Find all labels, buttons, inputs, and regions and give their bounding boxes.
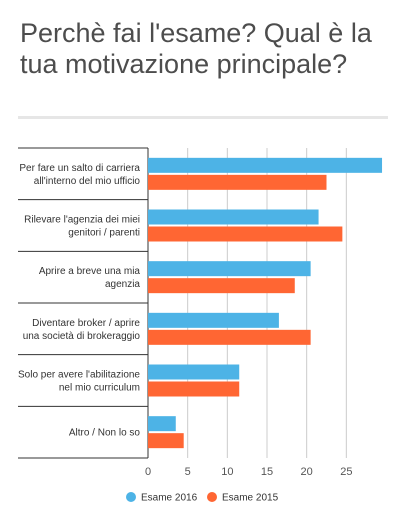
legend-marker <box>207 492 217 502</box>
category-label: nel mio curriculum <box>59 383 140 394</box>
chart-title: Perchè fai l'esame? Qual è la tua motiva… <box>20 18 372 79</box>
category-label: Altro / Non lo so <box>69 428 141 439</box>
x-tick-label: 15 <box>261 466 273 478</box>
category-label: agenzia <box>105 279 140 290</box>
x-tick-label: 10 <box>221 466 233 478</box>
legend-label: Esame 2016 <box>141 493 198 504</box>
bar <box>148 278 295 294</box>
bar <box>148 433 184 449</box>
category-label: Rilevare l'agenzia dei miei <box>24 215 140 226</box>
bar <box>148 209 319 225</box>
x-tick-label: 5 <box>185 466 191 478</box>
bar <box>148 312 279 328</box>
bar <box>148 364 240 380</box>
category-label: genitori / parenti <box>68 228 140 239</box>
category-label: all'interno del mio ufficio <box>34 176 141 187</box>
x-tick-labels: 0 5 10 15 20 25 <box>145 466 353 478</box>
bar <box>148 226 343 242</box>
category-label: Diventare broker / aprire <box>32 318 140 329</box>
bar <box>148 157 383 173</box>
bars <box>148 157 383 449</box>
x-tick-label: 20 <box>301 466 313 478</box>
x-tick-label: 25 <box>340 466 352 478</box>
legend-label: Esame 2015 <box>222 493 279 504</box>
gridlines <box>18 147 347 459</box>
bar <box>148 174 327 190</box>
bar <box>148 416 176 432</box>
category-label: Aprire a breve una mia <box>39 266 141 277</box>
bar <box>148 329 311 345</box>
category-labels: Per fare un salto di carriera all'interno… <box>18 163 140 439</box>
legend-marker <box>126 492 136 502</box>
bar <box>148 381 240 397</box>
title-divider <box>18 116 388 119</box>
bar <box>148 261 311 277</box>
category-label: una società di brokeraggio <box>23 331 141 342</box>
category-label: Per fare un salto di carriera <box>19 163 140 174</box>
x-tick-label: 0 <box>145 466 151 478</box>
legend: Esame 2016 Esame 2015 <box>126 492 279 504</box>
category-label: Solo per avere l'abilitazione <box>18 370 140 381</box>
